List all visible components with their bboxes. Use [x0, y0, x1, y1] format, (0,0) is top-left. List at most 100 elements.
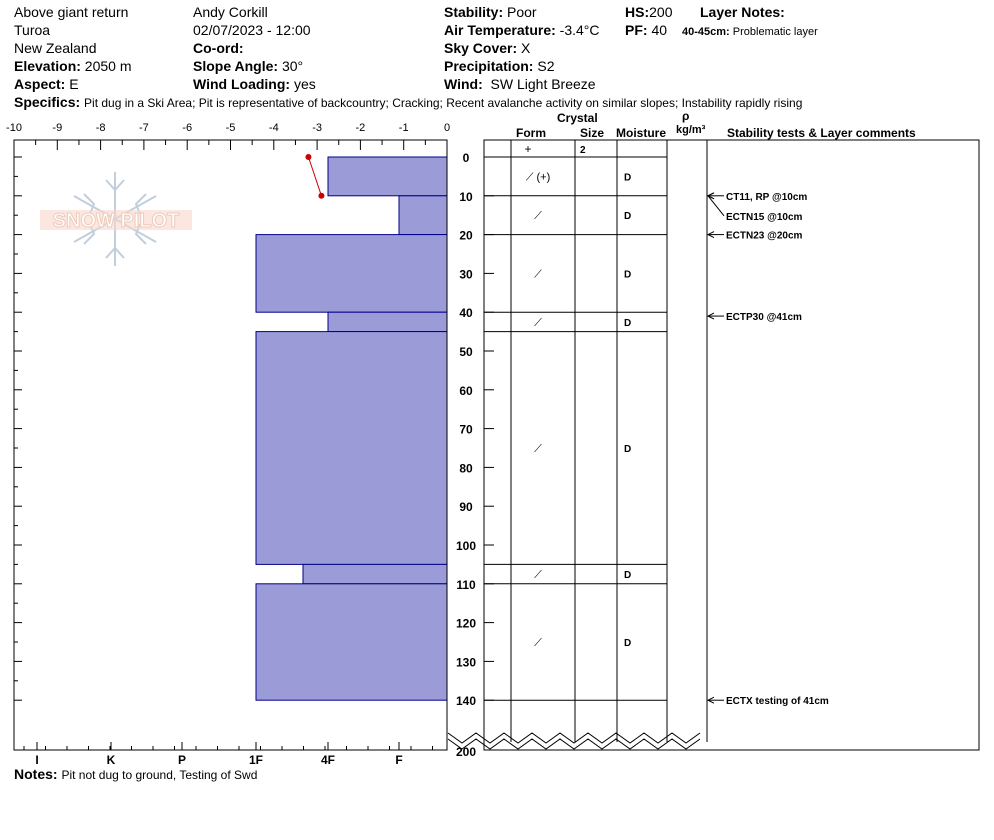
- layer-form: ⟋: [534, 268, 542, 280]
- layer-form: ⟋: [534, 317, 542, 329]
- stability-tests: CT11, RP @10cm ECTN15 @10cm ECTN23 @20cm EC…: [706, 192, 829, 707]
- temp-tick-label: -9: [52, 122, 62, 134]
- temp-tick-label: -7: [139, 122, 149, 134]
- depth-tick-label: 140: [456, 694, 476, 708]
- hardness-tick-label: 4F: [321, 753, 335, 767]
- snowpilot-logo: SNOW PILOT: [40, 172, 192, 266]
- crystal-header: Crystal: [557, 111, 598, 125]
- depth-tick-label: 70: [459, 423, 473, 437]
- hardness-bar: [302, 563, 448, 585]
- form-header: Form: [516, 126, 546, 140]
- test-arrow-head: [706, 192, 715, 200]
- test-arrow-head: [706, 696, 715, 704]
- hardness-profile: [255, 156, 448, 701]
- depth-tick-label: 110: [456, 578, 476, 592]
- temp-point: [305, 154, 312, 160]
- layer-moisture: D: [624, 269, 631, 280]
- test-arrow: [707, 195, 725, 217]
- location: Above giant return: [14, 4, 129, 20]
- hardness-axis: I K P 1F 4F F: [23, 742, 433, 767]
- temp-tick-label: -5: [226, 122, 236, 134]
- hardness-tick-label: I: [35, 753, 38, 767]
- slope-angle: Slope Angle: 30°: [193, 58, 304, 74]
- layer-moisture: D: [624, 172, 631, 183]
- layer-moisture: D: [624, 570, 631, 581]
- depth-tick-label: 30: [459, 267, 473, 281]
- test-arrow-head: [706, 231, 715, 239]
- stability-test: ECTN23 @20cm: [726, 231, 803, 242]
- hardness-bar: [327, 156, 448, 197]
- temp-tick-label: 0: [444, 122, 450, 134]
- depth-tick-label: 120: [456, 617, 476, 631]
- hardness-tick-label: K: [107, 753, 116, 767]
- depth-tick-label: 50: [459, 345, 473, 359]
- temperature-axis: -10 -9 -8 -7 -6 -5 -4 -3 -2 -1 0: [6, 122, 450, 150]
- stability-test: ECTN15 @10cm: [726, 212, 803, 223]
- hardness-tick-label: F: [395, 753, 402, 767]
- depth-tick-label: 130: [456, 655, 476, 669]
- specifics: Specifics: Pit dug in a Ski Area; Pit is…: [14, 94, 803, 110]
- temp-tick-label: -6: [182, 122, 192, 134]
- depth-break-zigzag: [447, 738, 701, 750]
- layer-note: 40-45cm: Problematic layer: [682, 26, 818, 38]
- depth-break-zigzag: [447, 732, 701, 744]
- moisture-header: Moisture: [616, 126, 667, 140]
- coord-label: Co-ord:: [193, 40, 244, 56]
- hardness-bar: [327, 311, 448, 333]
- temperature-profile: [305, 154, 325, 199]
- wind-loading: Wind Loading: yes: [193, 76, 316, 92]
- size-header: Size: [580, 126, 605, 140]
- datetime: 02/07/2023 - 12:00: [193, 22, 311, 38]
- temp-point: [318, 192, 325, 199]
- layer-form: ⟋: [534, 443, 542, 455]
- hardness-tick-label: 1F: [249, 753, 263, 767]
- depth-tick-label: 90: [459, 500, 473, 514]
- air-temperature: Air Temperature: -3.4°C: [444, 22, 600, 38]
- hs: HS:200: [625, 4, 673, 20]
- temp-tick-label: -4: [269, 122, 279, 134]
- layer-moisture: D: [624, 211, 631, 222]
- country: New Zealand: [14, 40, 97, 56]
- hardness-tick-label: P: [178, 753, 186, 767]
- depth-tick-label: 10: [459, 190, 473, 204]
- pf: PF: 40: [625, 22, 668, 38]
- depth-tick-label: 80: [459, 461, 473, 475]
- snowflake-icon: [73, 172, 157, 266]
- layer-table: +2 ⟋ (+) D ⟋ D ⟋ D ⟋ D ⟋ D ⟋ D ⟋ D: [447, 140, 708, 750]
- surface-form: +: [524, 142, 531, 156]
- layer-form: ⟋ (+): [526, 171, 551, 183]
- layer-moisture: D: [624, 318, 631, 329]
- observer: Andy Corkill: [193, 4, 268, 20]
- temp-tick-label: -3: [312, 122, 322, 134]
- hardness-bar: [255, 331, 448, 565]
- temp-tick-label: -1: [399, 122, 409, 134]
- layer-moisture: D: [624, 638, 631, 649]
- stability-test: ECTP30 @41cm: [726, 312, 802, 323]
- surface-size: 2: [580, 145, 586, 156]
- depth-tick-label: 20: [459, 229, 473, 243]
- hardness-bar: [255, 234, 448, 313]
- area: Turoa: [14, 22, 51, 38]
- elevation: Elevation: 2050 m: [14, 58, 132, 74]
- temp-tick-label: -10: [6, 122, 22, 134]
- depth-tick-label: 40: [459, 306, 473, 320]
- comments-header: Stability tests & Layer comments: [727, 126, 916, 140]
- test-arrow-head: [706, 312, 715, 320]
- rho-header: ρ: [682, 109, 690, 123]
- depth-tick-label: 100: [456, 539, 476, 553]
- depth-tick-label: 0: [463, 151, 470, 165]
- logo-text: SNOW PILOT: [53, 210, 180, 232]
- precipitation: Precipitation: S2: [444, 58, 555, 74]
- temp-line: [307, 156, 322, 196]
- hardness-bar: [255, 583, 448, 701]
- layer-form: ⟋: [534, 569, 542, 581]
- aspect: Aspect: E: [14, 76, 79, 92]
- layer-form: ⟋: [534, 637, 542, 649]
- depth-tick-label: 60: [459, 384, 473, 398]
- hardness-bar: [398, 195, 448, 236]
- density-unit-header: kg/m³: [676, 124, 706, 136]
- sky-cover: Sky Cover: X: [444, 40, 531, 56]
- right-table-frame: [483, 139, 980, 751]
- layer-moisture: D: [624, 444, 631, 455]
